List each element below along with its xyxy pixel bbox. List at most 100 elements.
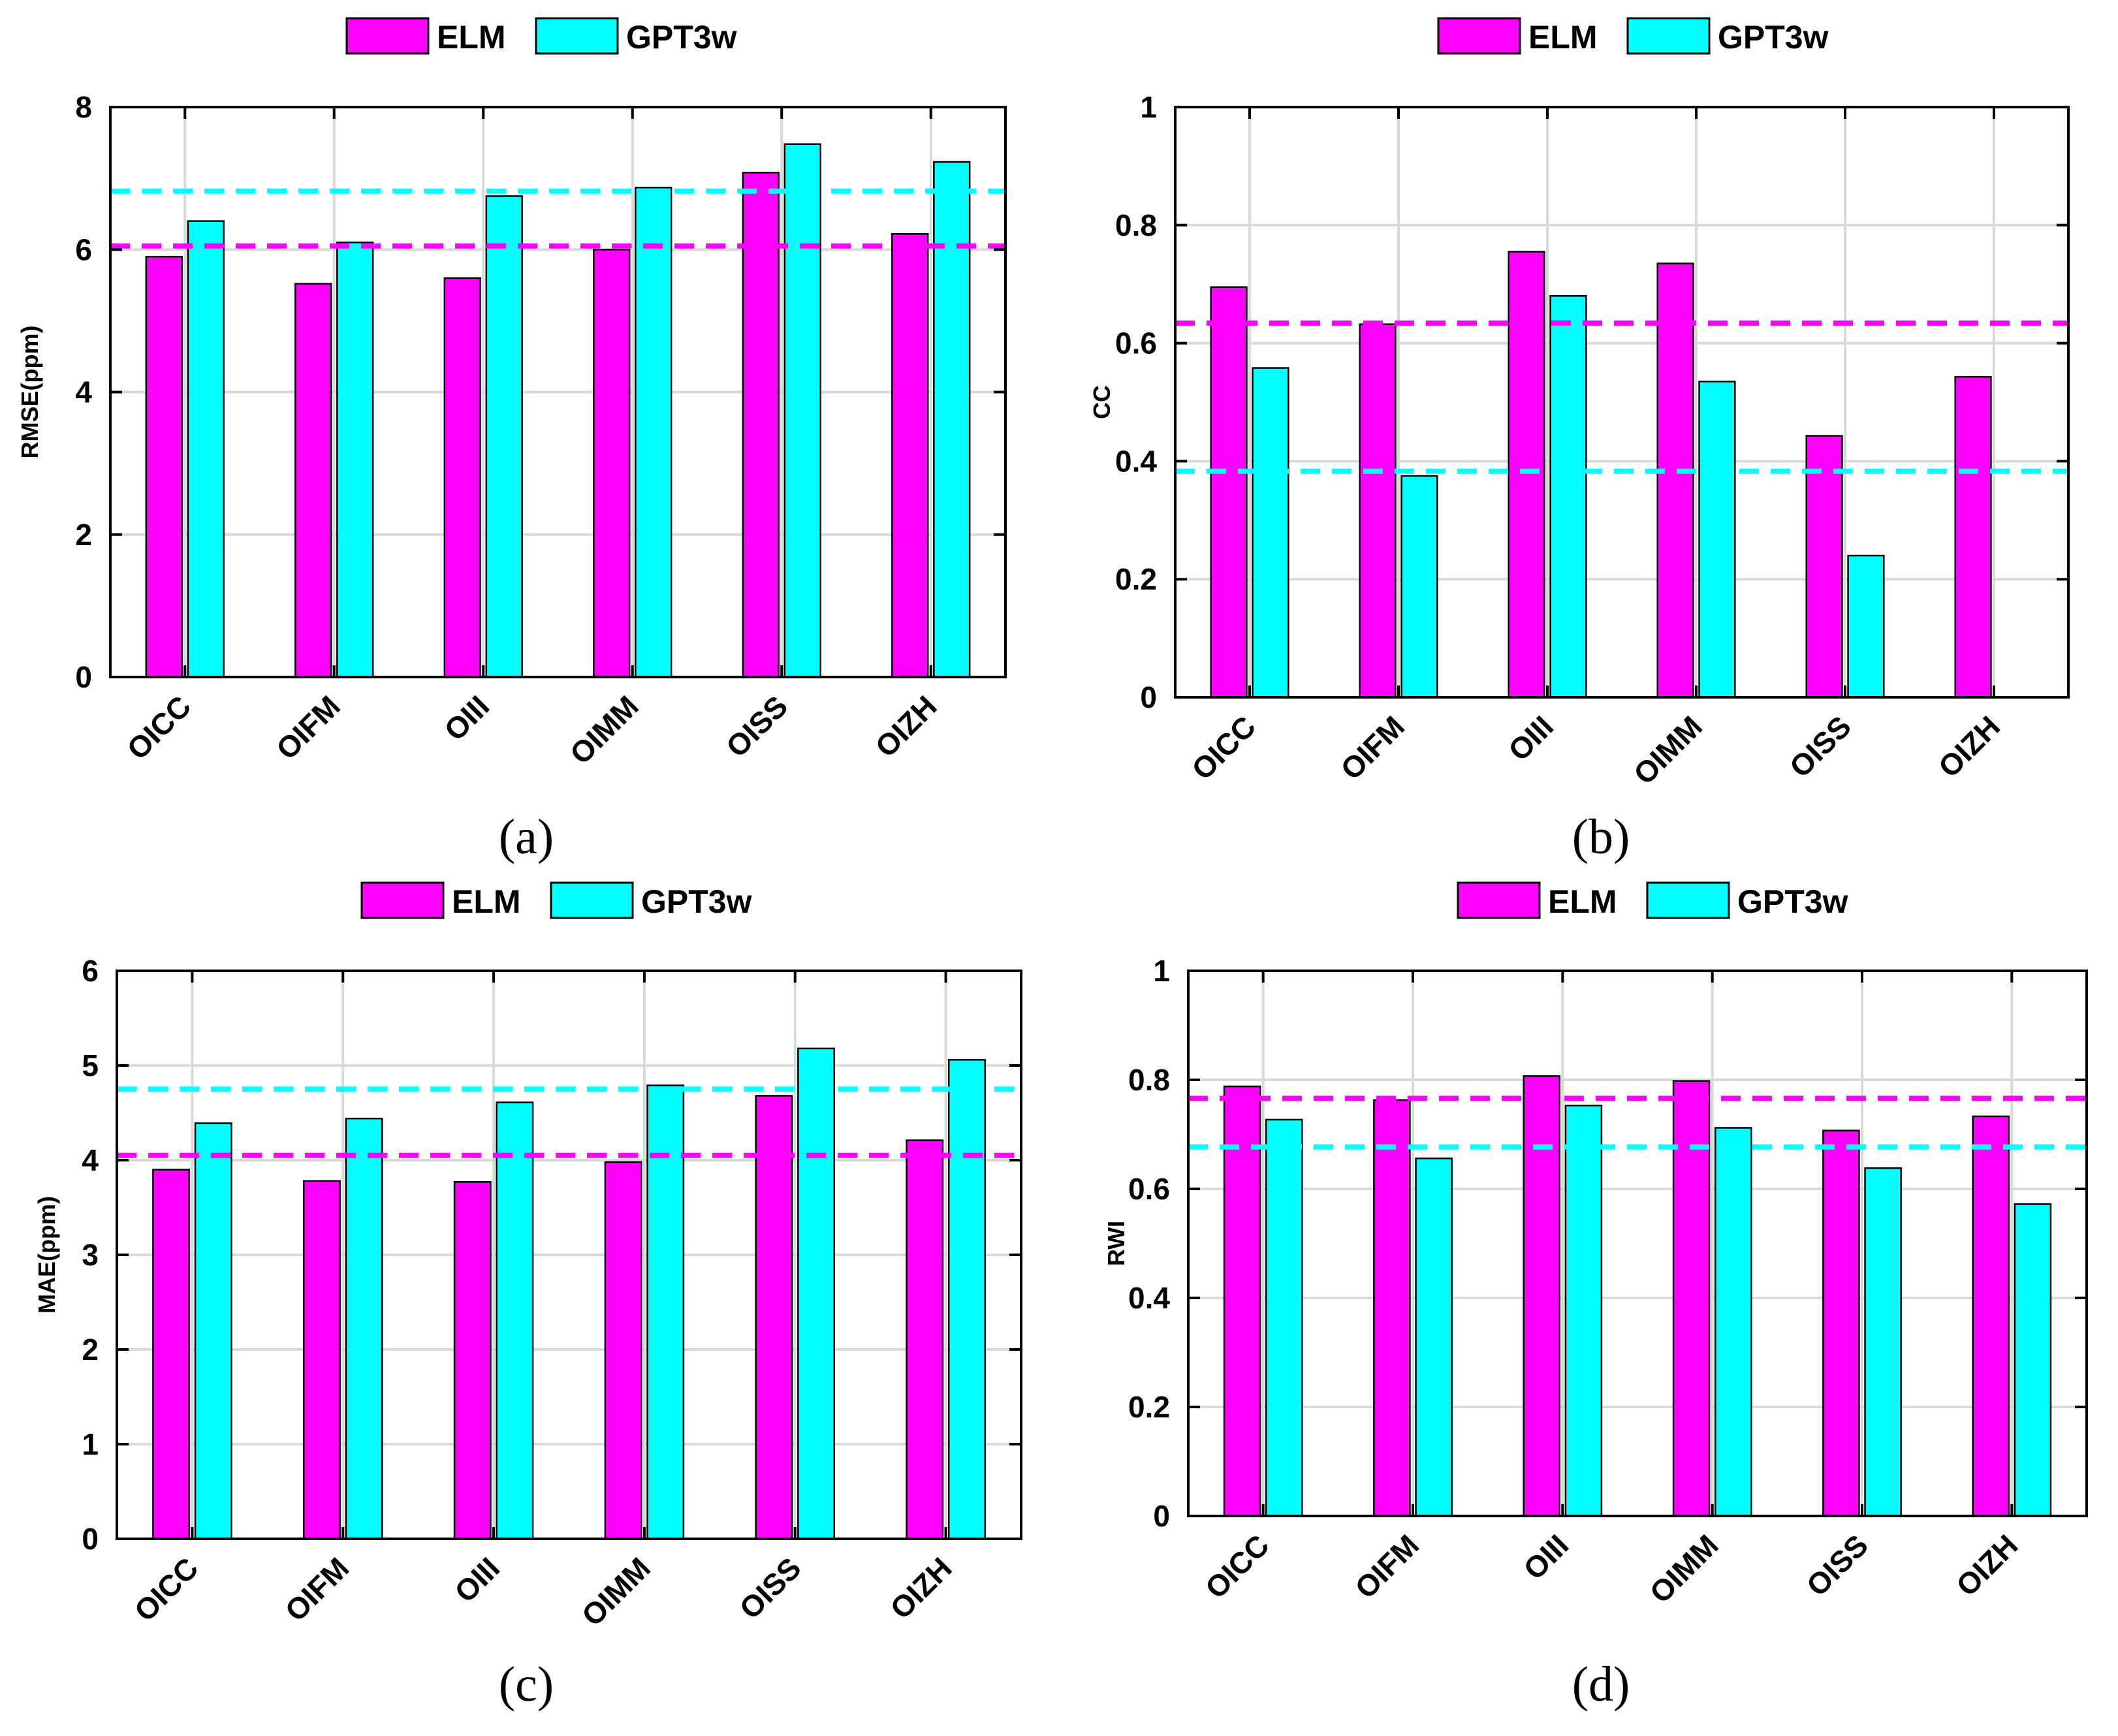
bar-elm-oifm <box>294 283 332 678</box>
x-tick-label: OIII <box>1517 1528 1575 1586</box>
y-tick-label: 0 <box>1153 1499 1170 1533</box>
bar-elm-oicc <box>145 255 183 678</box>
y-tick-label: 1 <box>1140 90 1157 124</box>
bar-gpt3w-oicc <box>1265 1118 1303 1517</box>
bar-gpt3w-oiss <box>1847 554 1885 699</box>
y-tick-label: 2 <box>82 1333 99 1366</box>
legend: ELM GPT3w <box>1457 881 1848 920</box>
bar-elm-oimm <box>604 1161 642 1540</box>
y-tick-label: 6 <box>75 232 92 266</box>
panel-label: (d) <box>1572 1657 1630 1712</box>
axes-box <box>1174 106 2070 699</box>
y-tick-label: 0.2 <box>1128 1390 1170 1424</box>
y-tick-label: 2 <box>75 518 92 552</box>
legend-swatch-gpt3w <box>535 17 619 55</box>
chart-panel-2: 0 0.2 0.4 0.6 0.8 1 OICC OIFM OIII OIMM OISS OIZH CC… <box>1088 17 2070 864</box>
bar-elm-oicc <box>1223 1085 1261 1517</box>
y-axis-label: RMSE(ppm) <box>16 326 43 459</box>
plot-area <box>1188 971 2087 1516</box>
y-tick-label: 5 <box>82 1049 99 1082</box>
bar-gpt3w-oiii <box>1564 1104 1603 1517</box>
bar-elm-oiii <box>453 1181 492 1540</box>
bar-elm-oifm <box>1373 1099 1411 1517</box>
x-tick-label: OICC <box>127 1551 204 1628</box>
x-tick-label: OIMM <box>1643 1528 1724 1609</box>
legend-label-gpt3w: GPT3w <box>626 19 737 55</box>
y-tick-label: 1 <box>82 1427 99 1461</box>
bar-elm-oizh <box>891 232 929 678</box>
bar-elm-oiii <box>443 277 481 678</box>
x-tick-label: OIFM <box>278 1551 355 1628</box>
legend-swatch-gpt3w <box>1646 881 1730 919</box>
legend-label-gpt3w: GPT3w <box>1737 883 1848 920</box>
y-tick-label: 0.6 <box>1115 326 1157 360</box>
legend-label-elm: ELM <box>1548 883 1617 920</box>
x-tick-label: OIMM <box>563 689 645 770</box>
legend-label-elm: ELM <box>452 883 521 920</box>
x-tick-label: OIMM <box>575 1551 657 1632</box>
legend-swatch-elm <box>360 881 445 919</box>
bar-elm-oizh <box>906 1139 944 1540</box>
x-tick-label: OIFM <box>270 689 347 766</box>
x-tick-label: OICC <box>1185 709 1262 786</box>
bar-gpt3w-oifm <box>336 242 374 678</box>
x-tick-label: OIZH <box>1932 709 2006 783</box>
x-tick-label: OIII <box>437 689 496 747</box>
x-tick-label: OIZH <box>1950 1528 2024 1602</box>
x-tick-label: OIII <box>1502 709 1560 767</box>
bar-elm-oizh <box>1972 1115 2010 1517</box>
chart-panel-3: 0 1 2 3 4 5 6 OICC OIFM OIII OIMM OISS OIZH MAE(ppm) E… <box>33 881 1022 1712</box>
bar-elm-oiii <box>1523 1075 1560 1517</box>
y-tick-label: 1 <box>1153 954 1170 988</box>
bar-elm-oicc <box>152 1169 191 1540</box>
y-tick-label: 0.4 <box>1128 1281 1170 1315</box>
bar-gpt3w-oicc <box>187 220 225 678</box>
legend-swatch-elm <box>1457 881 1541 919</box>
y-axis-label: CC <box>1088 385 1115 419</box>
bar-elm-oiss <box>755 1095 793 1540</box>
x-tick-label: OISS <box>733 1551 808 1626</box>
y-tick-label: 8 <box>75 90 92 124</box>
bar-gpt3w-oiii <box>1549 295 1587 699</box>
legend-swatch-elm <box>345 17 430 55</box>
y-tick-label: 0 <box>75 660 92 694</box>
chart-panel-4: 0 0.2 0.4 0.6 0.8 1 OICC OIFM OIII OIMM OISS OIZH RW… <box>1103 881 2088 1712</box>
y-tick-label: 0.4 <box>1115 444 1157 478</box>
legend-swatch-gpt3w <box>550 881 634 919</box>
x-tick-label: OIMM <box>1627 709 1709 791</box>
x-tick-label: OICC <box>1199 1528 1276 1605</box>
bar-gpt3w-oimm <box>635 187 672 678</box>
bar-gpt3w-oimm <box>1698 381 1736 699</box>
x-tick-label: OICC <box>120 689 197 766</box>
plot-area <box>1175 107 2068 697</box>
y-axis-label: MAE(ppm) <box>33 1196 60 1314</box>
bar-elm-oiss <box>1805 435 1843 699</box>
bar-gpt3w-oicc <box>194 1122 232 1540</box>
legend: ELM GPT3w <box>1437 17 1829 55</box>
bar-gpt3w-oizh <box>933 161 971 678</box>
legend-label-elm: ELM <box>1528 19 1598 55</box>
x-tick-label: OISS <box>719 689 795 764</box>
bar-gpt3w-oifm <box>345 1117 383 1540</box>
bar-elm-oifm <box>1359 323 1397 699</box>
bar-gpt3w-oizh <box>947 1059 986 1540</box>
bar-elm-oiss <box>1822 1129 1860 1517</box>
bar-elm-oimm <box>1656 262 1694 699</box>
bar-gpt3w-oiii <box>496 1101 534 1540</box>
bar-elm-oifm <box>302 1180 341 1540</box>
chart-panel-1: 0 2 4 6 8 OICC OIFM OIII OIMM OISS OIZH RMSE(ppm) EL… <box>16 17 1007 864</box>
y-tick-label: 4 <box>82 1143 99 1177</box>
bar-gpt3w-oizh <box>2014 1203 2052 1517</box>
axes-box <box>1187 970 2088 1517</box>
legend-swatch-elm <box>1437 17 1521 55</box>
bar-elm-oicc <box>1210 286 1248 699</box>
y-tick-label: 0.8 <box>1115 208 1157 242</box>
x-tick-label: OISS <box>1800 1528 1875 1603</box>
y-tick-label: 0 <box>1140 680 1157 714</box>
y-tick-label: 3 <box>82 1238 99 1272</box>
bar-gpt3w-oiii <box>485 195 523 678</box>
legend-label-gpt3w: GPT3w <box>641 883 752 920</box>
bar-gpt3w-oifm <box>1415 1157 1453 1517</box>
bar-elm-oizh <box>1954 375 1992 699</box>
